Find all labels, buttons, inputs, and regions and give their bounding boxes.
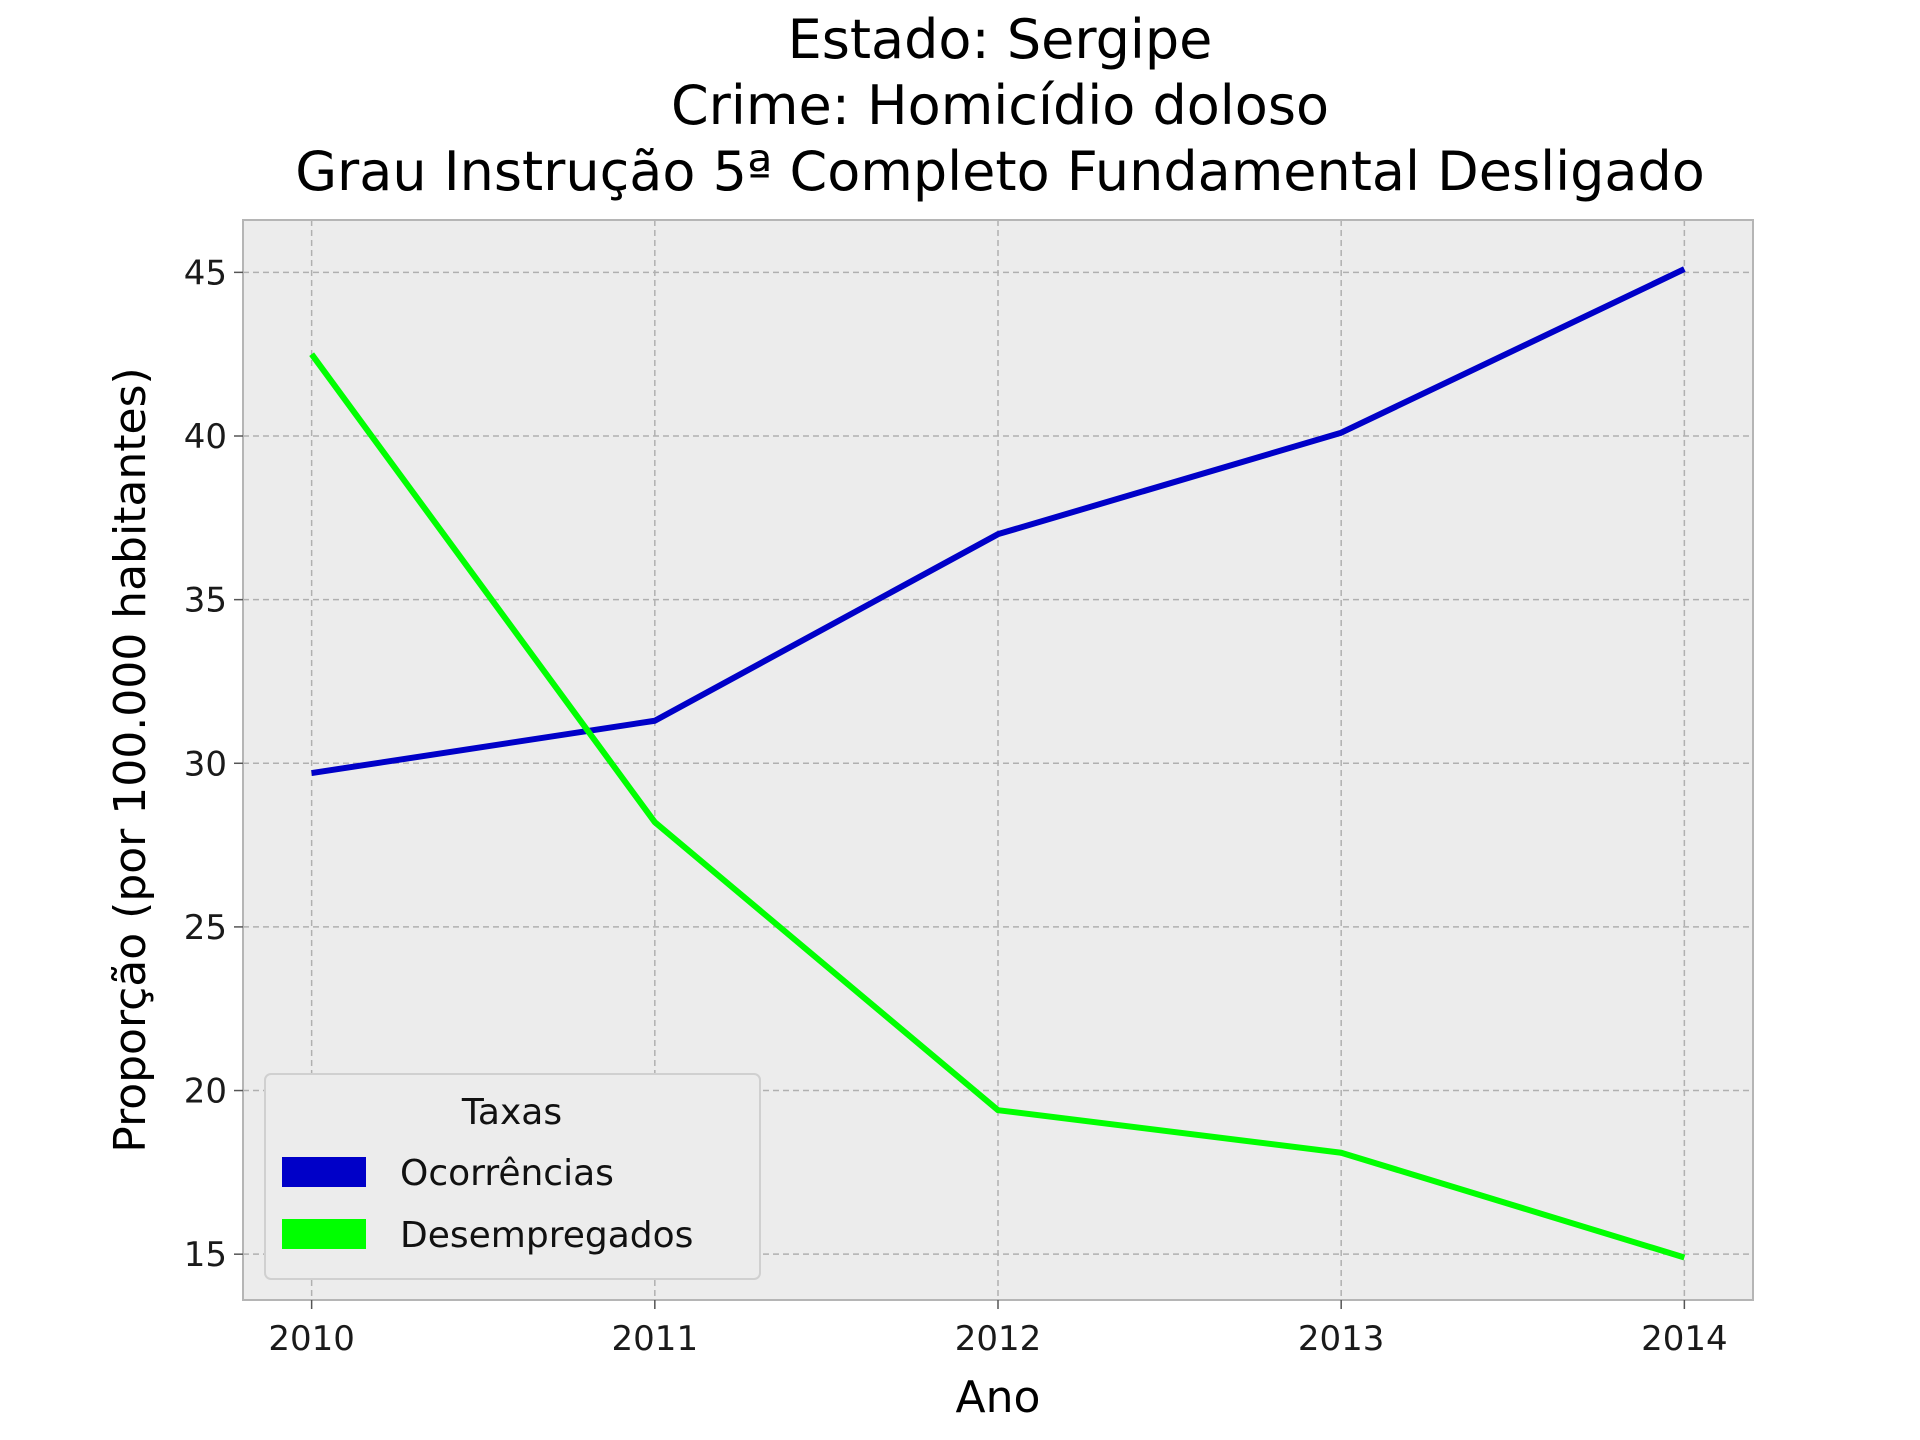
- x-tick-label: 2012: [955, 1319, 1042, 1359]
- y-axis-ticks: 15 20 25 30 35 40 45: [184, 253, 243, 1275]
- legend-title: Taxas: [461, 1092, 562, 1133]
- y-tick-label: 40: [184, 417, 227, 457]
- y-tick-label: 25: [184, 908, 227, 948]
- title-line-3: Grau Instrução 5ª Completo Fundamental D…: [295, 140, 1705, 203]
- legend-swatch-ocorrencias: [282, 1157, 366, 1187]
- chart-title: Estado: Sergipe Crime: Homicídio doloso …: [295, 8, 1705, 203]
- legend-label-ocorrencias: Ocorrências: [400, 1153, 614, 1194]
- series-layer: [309, 266, 1686, 1261]
- y-axis-label: Proporção (por 100.000 habitantes): [105, 367, 156, 1152]
- title-line-1: Estado: Sergipe: [788, 8, 1213, 71]
- legend-box: [264, 1073, 761, 1280]
- legend-swatch-desempregados: [282, 1219, 366, 1249]
- legend-label-desempregados: Desempregados: [400, 1215, 693, 1256]
- title-line-2: Crime: Homicídio doloso: [671, 74, 1329, 137]
- x-tick-label: 2011: [612, 1319, 699, 1359]
- legend: Taxas Ocorrências Desempregados: [264, 1073, 761, 1280]
- x-tick-label: 2014: [1641, 1319, 1728, 1359]
- x-tick-label: 2013: [1298, 1319, 1385, 1359]
- x-tick-label: 2010: [268, 1319, 355, 1359]
- y-tick-label: 35: [184, 581, 227, 621]
- y-tick-label: 15: [184, 1235, 227, 1275]
- y-tick-label: 45: [184, 253, 227, 293]
- y-tick-label: 20: [184, 1072, 227, 1112]
- y-tick-label: 30: [184, 744, 227, 784]
- x-axis-label: Ano: [956, 1372, 1041, 1423]
- x-axis-ticks: 2010 2011 2012 2013 2014: [268, 1300, 1728, 1359]
